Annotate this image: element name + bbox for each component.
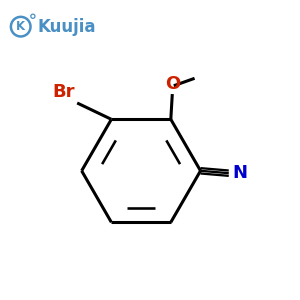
Text: Kuujia: Kuujia <box>37 18 96 36</box>
Text: K: K <box>16 20 25 33</box>
Text: Br: Br <box>52 83 75 101</box>
Text: N: N <box>232 164 247 182</box>
Text: O: O <box>165 75 180 93</box>
